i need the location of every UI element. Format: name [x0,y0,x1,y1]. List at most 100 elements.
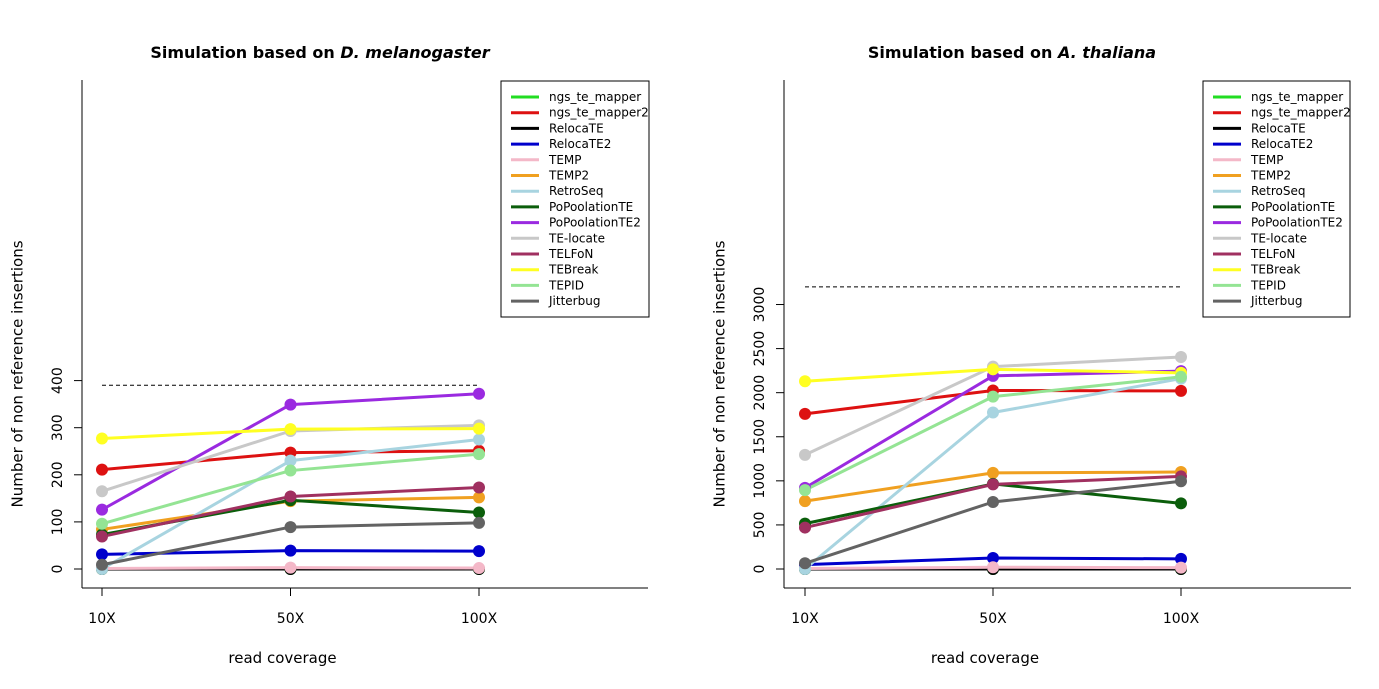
data-point-popoolationte [1175,497,1187,510]
chart-title-species: D. melanogaster [340,43,490,62]
data-point-jitterbug [96,558,108,571]
data-point-tepid [799,484,811,497]
data-point-relocate2 [987,551,999,564]
x-tick-label: 10X [791,611,819,627]
legend-label: TEPID [548,278,584,292]
legend-label: TE-locate [1250,231,1307,245]
legend-label: TEMP [1250,153,1284,167]
data-point-telfon [987,478,999,491]
y-tick-label: 300 [50,414,66,441]
y-tick-label: 2500 [752,331,768,367]
y-tick-label: 200 [50,461,66,488]
legend-label: TEBreak [548,263,599,277]
legend-label: PoPoolationTE [549,200,633,214]
y-tick-label: 1000 [752,463,768,499]
chart-title: Simulation based on A. thaliana [868,43,1156,62]
legend-box [500,80,650,318]
legend-box [1202,80,1351,318]
data-point-temp2 [799,495,811,508]
x-axis-label: read coverage [931,649,1039,667]
legend-label: TEMP2 [548,169,589,183]
x-tick-label: 50X [277,611,305,627]
data-point-ngs-te-mapper2 [1175,384,1187,397]
chart-title-species: A. thaliana [1056,43,1156,62]
data-point-tebreak [96,432,108,445]
legend-label: TEMP2 [1250,169,1291,183]
legend-label: RelocaTE2 [1251,137,1313,151]
legend-label: ngs_te_mapper2 [1251,106,1351,120]
data-point-retroseq [473,433,485,446]
data-point-temp [473,562,485,575]
y-tick-label: 2000 [752,375,768,411]
data-point-telfon [96,530,108,543]
chart-title-prefix: Simulation based on [868,43,1058,62]
data-point-jitterbug [799,557,811,570]
data-point-popoolationte2 [96,503,108,516]
data-point-tepid [96,517,108,530]
data-point-relocate2 [1175,552,1187,565]
data-point-jitterbug [473,516,485,529]
data-point-popoolationte2 [473,387,485,400]
legend-label: ngs_te_mapper [549,90,641,104]
data-point-popoolationte [473,506,485,519]
legend-label: PoPoolationTE [1251,200,1335,214]
legend-label: TE-locate [548,231,605,245]
x-axis-label: read coverage [228,649,336,667]
legend-label: PoPoolationTE2 [549,216,641,230]
y-tick-label: 1500 [752,419,768,455]
data-point-tepid [473,448,485,461]
data-point-te-locate [1175,350,1187,363]
y-tick-label: 0 [50,565,66,574]
data-point-temp [284,561,297,574]
legend-label: RelocaTE [549,121,604,135]
data-point-telfon [284,490,297,503]
chart-title: Simulation based on D. melanogaster [150,43,490,62]
data-point-telfon [799,521,811,534]
data-point-jitterbug [284,521,297,534]
data-point-te-locate [96,485,108,498]
data-point-tebreak [987,363,999,376]
legend-label: Jitterbug [1250,294,1302,308]
data-point-temp2 [987,466,999,479]
legend-label: TEBreak [1250,263,1301,277]
y-tick-label: 500 [752,512,768,539]
data-point-ngs-te-mapper2 [96,463,108,476]
data-point-relocate2 [284,544,297,557]
legend-label: Jitterbug [548,294,600,308]
y-tick-label: 100 [50,509,66,536]
data-point-telfon [473,481,485,494]
data-point-ngs-te-mapper2 [799,407,811,420]
chart-panel-1: Simulation based on D. melanogaster 0 100 2… [9,43,650,667]
legend-label: TEMP [548,153,582,167]
legend-label: RelocaTE2 [549,137,611,151]
data-point-jitterbug [1175,475,1187,488]
legend-label: RetroSeq [1251,184,1306,198]
y-axis-label: Number of non reference insertions [9,240,27,507]
data-point-temp [1175,561,1187,574]
data-point-te-locate [799,448,811,461]
data-point-tepid [1175,370,1187,383]
legend-label: TELFoN [1250,247,1295,261]
legend-label: RelocaTE [1251,121,1306,135]
data-point-jitterbug [987,495,999,508]
chart-panel-2: Simulation based on A. thaliana 0 500 1000 1… [711,43,1351,667]
x-tick-label: 100X [1163,611,1200,627]
x-tick-label: 10X [88,611,116,627]
chart-title-prefix: Simulation based on [150,43,340,62]
x-tick-label: 50X [979,611,1007,627]
legend-label: RetroSeq [549,184,604,198]
y-tick-label: 400 [50,367,66,394]
y-tick-label: 3000 [752,287,768,323]
data-point-popoolationte2 [284,398,297,411]
legend-label: TEPID [1250,278,1286,292]
data-point-tebreak [799,375,811,388]
data-point-relocate2 [473,545,485,558]
legend-label: TELFoN [548,247,593,261]
legend-label: ngs_te_mapper [1251,90,1343,104]
data-point-tepid [284,464,297,477]
data-point-retroseq [284,454,297,467]
data-point-temp [987,561,999,574]
